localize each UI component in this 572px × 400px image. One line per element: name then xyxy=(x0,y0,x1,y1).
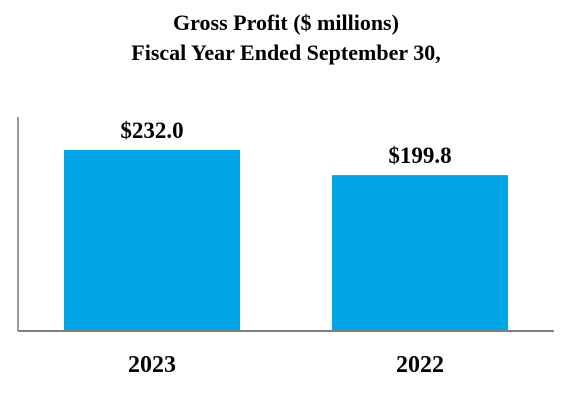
bar-2022 xyxy=(332,175,508,331)
bars-group xyxy=(64,150,508,331)
bar-2023 xyxy=(64,150,240,331)
data-label-2023: $232.0 xyxy=(120,118,183,143)
labels-group: $232.0 2023 $199.8 2022 xyxy=(120,118,451,378)
x-tick-label-2023: 2023 xyxy=(128,352,176,378)
chart-title: Gross Profit ($ millions) xyxy=(173,10,399,35)
data-label-2022: $199.8 xyxy=(388,143,451,168)
x-tick-label-2022: 2022 xyxy=(396,352,444,378)
chart-title-block: Gross Profit ($ millions) Fiscal Year En… xyxy=(0,8,572,68)
chart-subtitle: Fiscal Year Ended September 30, xyxy=(131,40,441,65)
